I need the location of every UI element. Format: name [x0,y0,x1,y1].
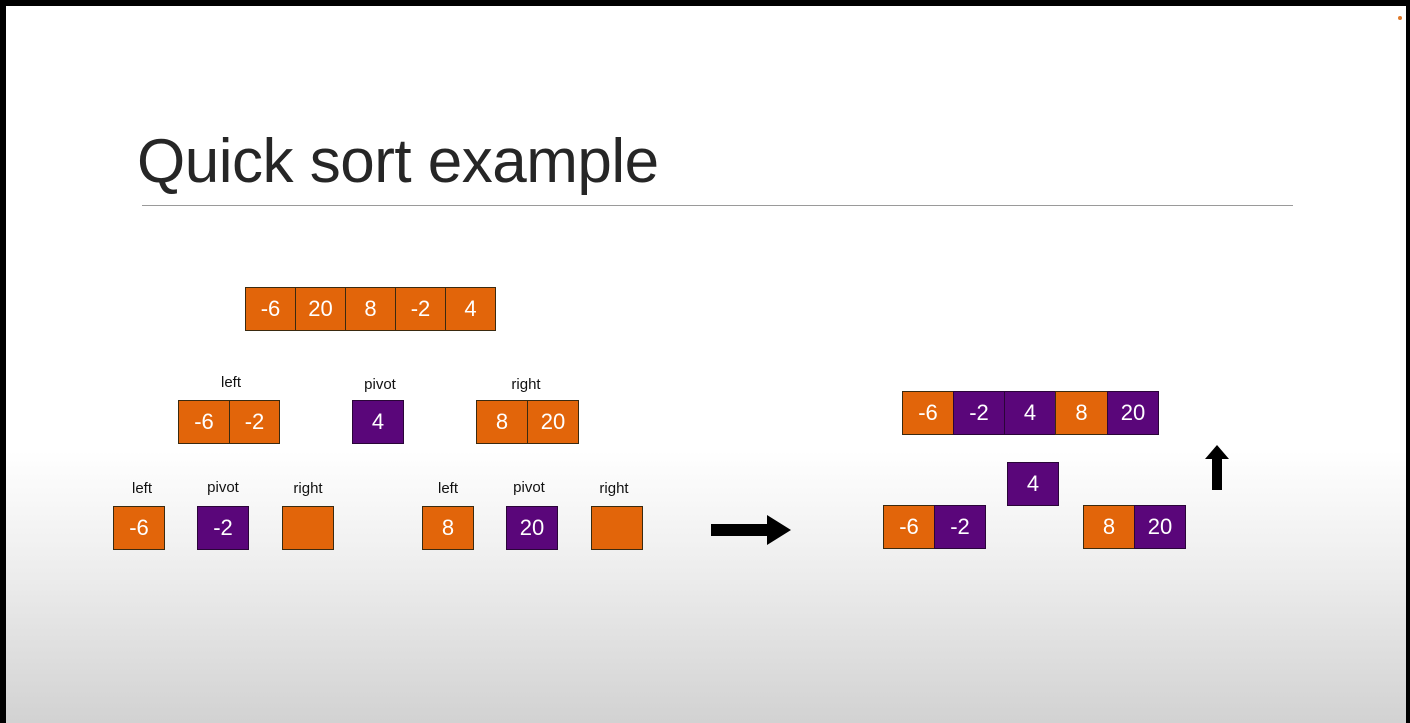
level2b-right-cell [591,506,643,550]
level2a-pivot-label: pivot [207,479,239,496]
level2a-right-label: right [293,480,323,497]
level1-right-cell-0: 8 [476,400,528,444]
merge-left-cell-1: -2 [934,505,986,549]
level2a-left-label: left [131,480,152,497]
sorted-cell-4: 20 [1107,391,1159,435]
sorted-cell-2: 4 [1004,391,1056,435]
level2b-left-label: left [437,480,458,497]
level1-left-cell-0: -6 [178,400,230,444]
merge-right-cell-0: 8 [1083,505,1135,549]
merge-left-cell-0: -6 [883,505,935,549]
merge-pivot-cell: 4 [1007,462,1059,506]
up-arrow-icon [1205,445,1229,490]
initial-cell-4: 4 [445,287,496,331]
initial-cell-2: 8 [345,287,396,331]
level2b-pivot-cell: 20 [506,506,558,550]
initial-cell-0: -6 [245,287,296,331]
level2b-pivot-label: pivot [513,479,545,496]
level2a-left-cell: -6 [113,506,165,550]
initial-cell-1: 20 [295,287,346,331]
level1-pivot-cell: 4 [352,400,404,444]
level2a-pivot-cell: -2 [197,506,249,550]
level1-right-label: right [511,376,541,393]
sorted-cell-1: -2 [953,391,1005,435]
level1-left-cell-1: -2 [229,400,280,444]
indicator-dot [1398,16,1402,20]
sorted-cell-0: -6 [902,391,954,435]
level1-left-label: left [220,374,241,391]
level2b-left-cell: 8 [422,506,474,550]
slide: Quick sort example -6 20 8 -2 4 left piv… [6,6,1406,723]
title-divider [142,205,1293,206]
slide-title: Quick sort example [137,127,659,196]
level2a-right-cell [282,506,334,550]
initial-cell-3: -2 [395,287,446,331]
right-arrow-icon [711,515,791,545]
sorted-cell-3: 8 [1055,391,1108,435]
level2b-right-label: right [599,480,629,497]
merge-right-cell-1: 20 [1134,505,1186,549]
level1-pivot-label: pivot [364,376,396,393]
level1-right-cell-1: 20 [527,400,579,444]
